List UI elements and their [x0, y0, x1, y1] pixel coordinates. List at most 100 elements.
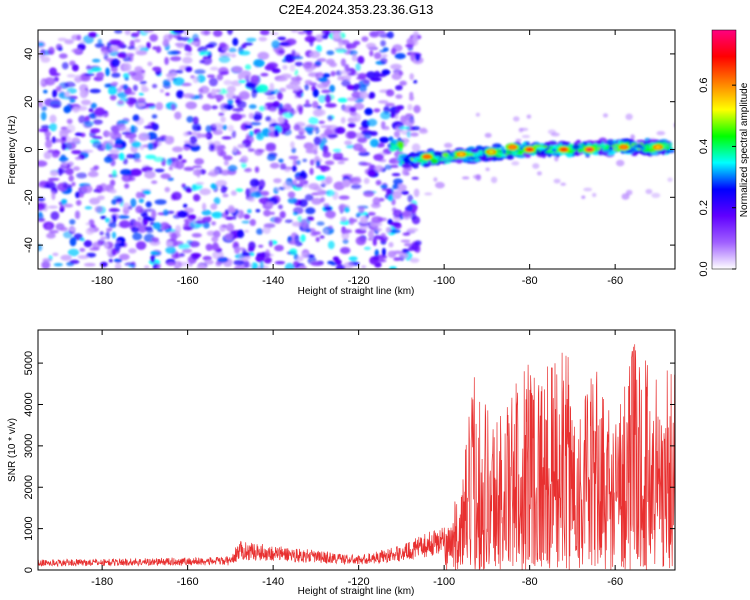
heatmap-noise-cell	[138, 92, 144, 96]
heatmap-noise-cell	[236, 151, 242, 155]
heatmap-noise-cell	[83, 73, 95, 77]
heatmap-noise-cell	[367, 212, 376, 216]
heatmap-noise-cell	[38, 128, 50, 132]
x-tick-label: -60	[607, 576, 623, 588]
heatmap-noise-cell	[61, 136, 67, 142]
heatmap-noise-cell	[410, 132, 419, 137]
heatmap-noise-cell	[140, 84, 147, 89]
heatmap-noise-cell	[165, 228, 176, 232]
heatmap-noise-cell	[222, 193, 229, 198]
heatmap-noise-cell	[360, 162, 372, 166]
heatmap-noise-cell	[216, 145, 226, 151]
heatmap-signal-cell	[535, 151, 545, 156]
heatmap-noise-cell	[211, 88, 217, 97]
heatmap-noise-cell	[176, 44, 185, 49]
heatmap-noise-cell	[409, 257, 420, 263]
heatmap-noise-cell	[113, 258, 123, 263]
heatmap-noise-cell	[124, 77, 129, 81]
heatmap-noise-cell	[143, 30, 154, 33]
heatmap-noise-cell	[111, 125, 120, 135]
heatmap-noise-cell	[230, 113, 243, 121]
heatmap-noise-cell	[144, 265, 150, 269]
heatmap-noise-cell	[315, 126, 320, 135]
heatmap-noise-cell	[144, 170, 156, 179]
heatmap-noise-cell	[393, 178, 403, 185]
heatmap-noise-cell	[325, 58, 335, 65]
heatmap-noise-cell	[240, 70, 252, 79]
heatmap-noise-cell	[395, 85, 403, 91]
heatmap-noise-cell	[174, 111, 182, 120]
heatmap-noise-cell	[346, 68, 357, 76]
heatmap-noise-cell	[122, 84, 129, 90]
heatmap-noise-cell	[296, 256, 304, 262]
heatmap-signal-cell	[389, 146, 398, 152]
heatmap-noise-cell	[91, 67, 102, 72]
heatmap-noise-cell	[302, 158, 308, 163]
heatmap-noise-cell	[379, 32, 390, 38]
heatmap-noise-cell	[413, 79, 418, 84]
heatmap-noise-cell	[324, 160, 335, 166]
heatmap-noise-cell	[92, 58, 101, 63]
heatmap-noise-cell	[79, 89, 88, 99]
heatmap-noise-cell	[380, 40, 386, 47]
heatmap-noise-cell	[38, 53, 45, 59]
heatmap-noise-cell	[290, 76, 303, 82]
colorbar-label: Normalized spectral amplitude	[739, 82, 750, 217]
heatmap-noise-cell	[204, 30, 210, 36]
heatmap-noise-cell	[365, 71, 377, 79]
heatmap-signal-cell	[392, 139, 398, 146]
heatmap-noise-cell	[342, 238, 349, 244]
heatmap-noise-cell	[75, 191, 80, 199]
heatmap-noise-cell	[347, 116, 358, 124]
heatmap-noise-cell	[380, 57, 388, 65]
heatmap-signal-cell	[665, 142, 673, 146]
heatmap-noise-cell	[364, 107, 373, 116]
heatmap-noise-cell	[41, 106, 47, 111]
heatmap-noise-cell	[398, 71, 404, 76]
heatmap-noise-cell	[97, 38, 103, 45]
heatmap-signal-cell	[456, 158, 463, 164]
heatmap-noise-cell	[236, 229, 245, 239]
heatmap-noise-cell	[202, 255, 212, 261]
heatmap-noise-cell	[38, 203, 46, 211]
heatmap-noise-cell	[299, 199, 308, 208]
heatmap-noise-cell	[208, 143, 215, 152]
heatmap-noise-cell	[338, 195, 350, 200]
heatmap-noise-cell	[80, 237, 85, 242]
heatmap-signal-cell	[516, 155, 526, 159]
heatmap-faint-cell	[513, 116, 520, 122]
heatmap-noise-cell	[184, 219, 189, 229]
heatmap-noise-cell	[227, 164, 238, 172]
heatmap-noise-cell	[280, 73, 292, 79]
heatmap-noise-cell	[165, 73, 178, 77]
y-tick-label: 0	[23, 146, 35, 152]
heatmap-signal-cell	[598, 144, 608, 149]
heatmap-noise-cell	[320, 183, 326, 188]
heatmap-noise-cell	[120, 169, 132, 176]
heatmap-noise-cell	[330, 70, 336, 77]
heatmap-noise-cell	[367, 118, 378, 127]
heatmap-noise-cell	[191, 233, 202, 238]
heatmap-noise-cell	[172, 77, 185, 86]
heatmap-noise-cell	[285, 54, 294, 62]
colorbar-tick-label: 0.0	[698, 261, 710, 276]
heatmap-noise-cell	[341, 229, 350, 234]
heatmap-noise-cell	[323, 206, 333, 211]
heatmap-noise-cell	[168, 33, 173, 40]
x-tick-label: -80	[522, 576, 538, 588]
heatmap-noise-cell	[332, 152, 344, 161]
heatmap-noise-cell	[89, 197, 101, 205]
heatmap-noise-cell	[275, 187, 280, 192]
heatmap-noise-cell	[177, 210, 188, 218]
heatmap-faint-cell	[394, 113, 399, 120]
heatmap-noise-cell	[88, 32, 98, 38]
heatmap-noise-cell	[294, 61, 304, 67]
heatmap-noise-cell	[215, 89, 221, 93]
heatmap-signal-cell	[606, 140, 613, 144]
heatmap-noise-cell	[231, 130, 237, 139]
heatmap-noise-cell	[198, 88, 204, 93]
heatmap-noise-cell	[203, 221, 210, 229]
heatmap-noise-cell	[199, 59, 205, 64]
heatmap-noise-cell	[411, 126, 421, 131]
heatmap-noise-cell	[297, 31, 307, 35]
